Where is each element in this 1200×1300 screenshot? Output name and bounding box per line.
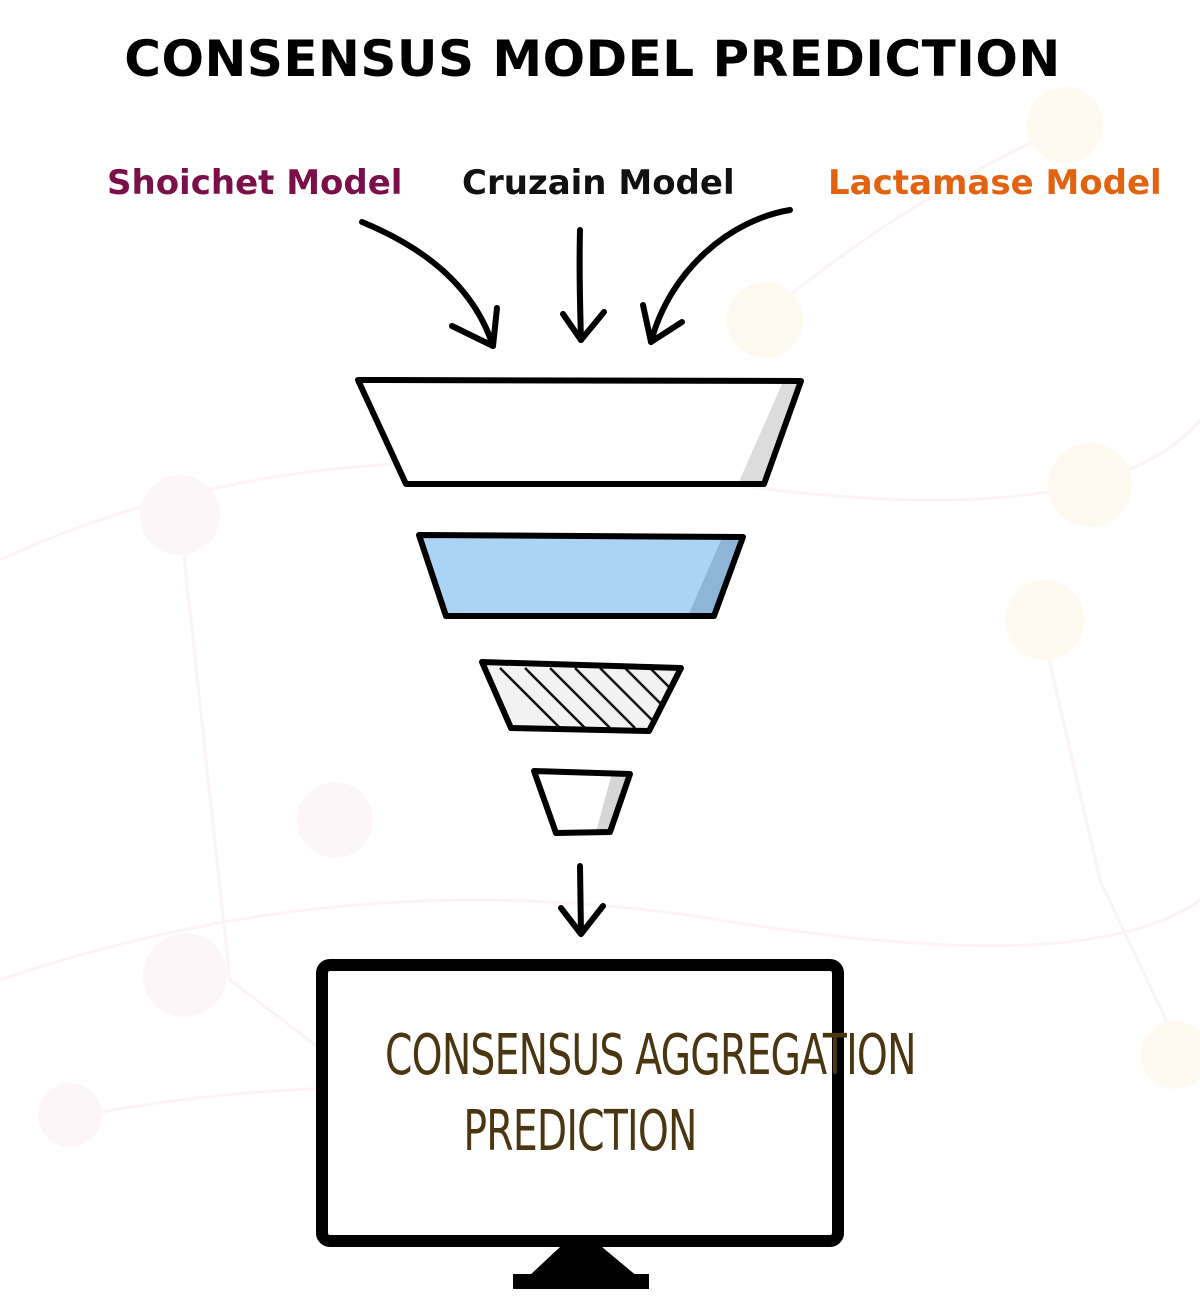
output-arrowhead xyxy=(558,903,606,937)
output-line-1: CONSENSUS AGGREGATION xyxy=(385,1023,916,1088)
output-arrow xyxy=(577,863,584,937)
cruzain-arrowhead xyxy=(560,309,607,343)
lactamase-arrow xyxy=(648,207,793,345)
output-line-2: PREDICTION xyxy=(463,1099,697,1164)
monitor xyxy=(316,959,844,1289)
funnel-tier-2 xyxy=(416,532,746,619)
lactamase-model-label: Lactamase Model xyxy=(828,163,1162,203)
output-prediction-text: CONSENSUS AGGREGATION PREDICTION xyxy=(385,1018,916,1170)
shoichet-model-label: Shoichet Model xyxy=(107,163,403,203)
lactamase-arrowhead xyxy=(640,302,685,345)
cruzain-model-label: Cruzain Model xyxy=(462,163,735,203)
funnel-tier-4 xyxy=(531,768,633,836)
funnel-tier-1 xyxy=(355,377,804,487)
diagram-title: CONSENSUS MODEL PREDICTION xyxy=(124,30,1061,88)
cruzain-arrow xyxy=(576,227,584,343)
shoichet-arrowhead xyxy=(449,305,500,349)
funnel-tier-3 xyxy=(479,659,684,734)
shoichet-arrow xyxy=(359,219,496,349)
